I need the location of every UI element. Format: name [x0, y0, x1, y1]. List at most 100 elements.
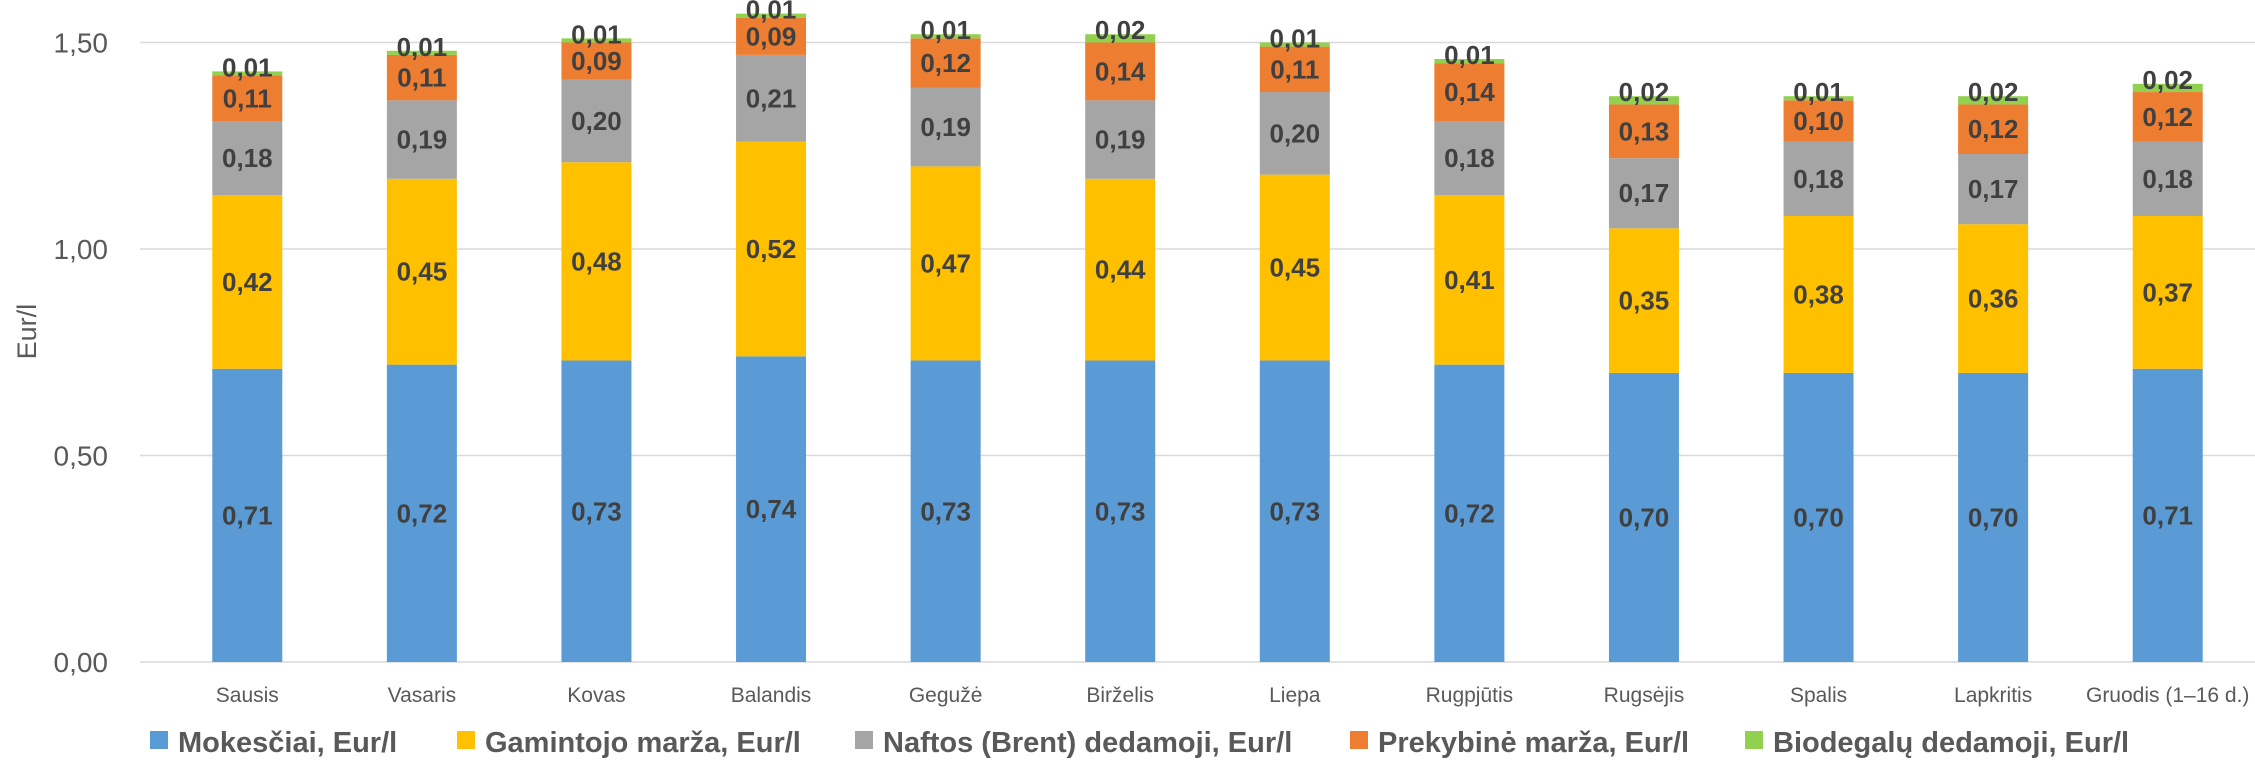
bar-segment [386, 54, 457, 101]
x-tick-label: Lapkritis [1954, 684, 2032, 707]
bar-segment [1259, 174, 1330, 361]
bar-segment [1434, 364, 1505, 662]
data-label: 0,45 [1269, 253, 1320, 283]
bar-segment [212, 75, 283, 121]
data-label: 0,70 [1793, 502, 1844, 532]
bar-segment [910, 166, 981, 361]
data-label: 0,42 [222, 267, 273, 297]
data-label: 0,18 [1444, 143, 1495, 173]
bar-segment [2132, 83, 2203, 93]
bar-segment [2132, 368, 2203, 662]
data-label: 0,71 [222, 500, 273, 530]
bar-segment [561, 42, 632, 80]
x-tick-label: Kovas [567, 684, 625, 707]
data-label: 0,72 [1444, 498, 1495, 528]
data-label: 0,02 [1095, 15, 1146, 45]
data-label: 0,01 [746, 0, 797, 25]
x-tick-label: Spalis [1790, 684, 1847, 707]
data-label: 0,45 [397, 257, 448, 287]
x-tick-label: Liepa [1269, 684, 1321, 707]
bar-segment [1085, 178, 1156, 361]
legend-label: Mokesčiai, Eur/l [178, 727, 397, 759]
legend-label: Prekybinė marža, Eur/l [1378, 727, 1689, 759]
data-label: 0,72 [397, 498, 448, 528]
bar-segment [736, 54, 807, 142]
legend-label: Biodegalų dedamoji, Eur/l [1773, 727, 2129, 759]
bar-segment [910, 38, 981, 88]
legend-swatch [457, 731, 475, 749]
data-label: 0,73 [1095, 496, 1146, 526]
data-label: 0,19 [920, 112, 971, 142]
bar-segment [1259, 46, 1330, 93]
legend-swatch [150, 731, 168, 749]
bar-segment [1783, 96, 1854, 101]
data-label: 0,17 [1968, 174, 2019, 204]
bar-segment [1783, 215, 1854, 373]
data-label: 0,70 [1619, 502, 1670, 532]
legend-swatch [1745, 731, 1763, 749]
bar-segment [1259, 92, 1330, 175]
bar-segment [1085, 360, 1156, 662]
bar-segment [1608, 228, 1679, 373]
labels-layer: 0,710,420,180,110,010,720,450,190,110,01… [222, 0, 2193, 532]
data-label: 0,11 [1270, 54, 1319, 84]
x-tick-label: Balandis [731, 684, 812, 707]
data-label: 0,47 [920, 248, 971, 278]
grid-layer [140, 41, 2255, 663]
legend-label: Gamintojo marža, Eur/l [485, 727, 801, 759]
bar-segment [386, 50, 457, 55]
y-tick-label: 1,00 [54, 234, 109, 265]
data-label: 0,17 [1619, 178, 1670, 208]
x-tick-label: Gegužė [909, 684, 983, 707]
bar-segment [1608, 158, 1679, 229]
data-label: 0,11 [223, 83, 272, 113]
data-label: 0,52 [746, 234, 797, 264]
bar-segment [1608, 96, 1679, 105]
data-label: 0,21 [746, 83, 797, 113]
data-label: 0,02 [2142, 65, 2193, 95]
bar-segment [212, 120, 283, 196]
x-tick-label: Vasaris [388, 684, 456, 707]
bar-segment [2132, 215, 2203, 369]
legend-item: Naftos (Brent) dedamoji, Eur/l [855, 727, 1292, 759]
bar-segment [2132, 141, 2203, 216]
x-tick-label: Birželis [1086, 684, 1154, 707]
data-label: 0,18 [2142, 164, 2193, 194]
bar-segment [1085, 42, 1156, 101]
data-label: 0,18 [222, 143, 273, 173]
data-label: 0,01 [397, 32, 448, 62]
bar-segment [736, 17, 807, 55]
data-label: 0,71 [2142, 500, 2193, 530]
data-label: 0,10 [1793, 106, 1844, 136]
legend-label: Naftos (Brent) dedamoji, Eur/l [883, 727, 1292, 759]
bar-segment [386, 100, 457, 179]
data-label: 0,01 [1269, 24, 1320, 54]
x-tick-label: Rugpjūtis [1426, 684, 1514, 707]
bar-segment [736, 13, 807, 18]
bar-segment [561, 162, 632, 361]
legend-item: Prekybinė marža, Eur/l [1350, 727, 1689, 759]
legend-item: Mokesčiai, Eur/l [150, 727, 397, 759]
data-label: 0,01 [920, 15, 971, 45]
data-label: 0,73 [1269, 496, 1320, 526]
bar-segment [561, 38, 632, 43]
axis-layer: 0,00 0,50 1,00 1,50 Eur/l Sausis Vasaris Kovas B… [12, 28, 2249, 708]
bar-segment [1958, 154, 2029, 225]
legend-swatch [1350, 731, 1368, 749]
bar-segment [1434, 195, 1505, 365]
bar-segment [561, 79, 632, 163]
bar-segment [212, 195, 283, 369]
data-label: 0,12 [920, 48, 971, 78]
data-label: 0,73 [920, 496, 971, 526]
data-label: 0,70 [1968, 502, 2019, 532]
legend-swatch [855, 731, 873, 749]
bar-segment [386, 178, 457, 365]
data-label: 0,35 [1619, 286, 1670, 316]
bar-segment [1958, 104, 2029, 155]
x-tick-label: Gruodis (1–16 d.) [2086, 684, 2249, 707]
bar-segment [1958, 224, 2029, 373]
data-label: 0,12 [1968, 114, 2019, 144]
bar-segment [1958, 372, 2029, 662]
data-label: 0,73 [571, 496, 622, 526]
data-label: 0,74 [746, 494, 797, 524]
